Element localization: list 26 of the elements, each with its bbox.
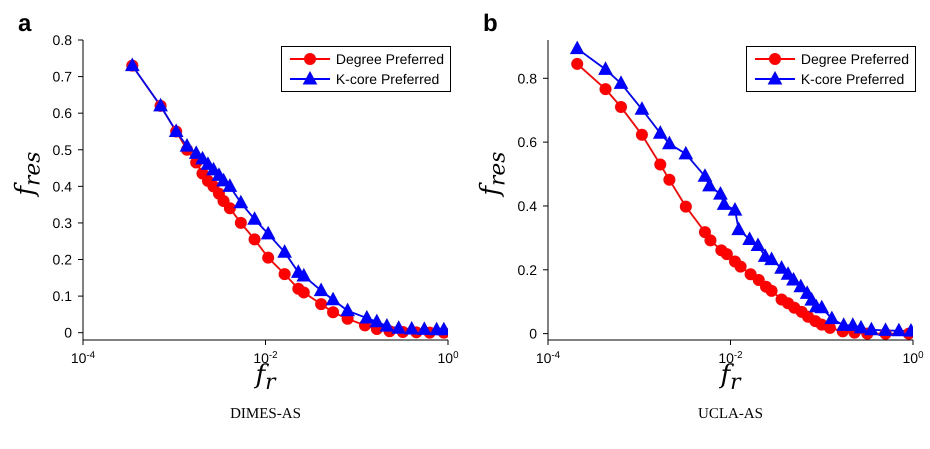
y-tick-label: 0: [529, 326, 538, 342]
y-tick-label: 0.4: [518, 198, 538, 214]
y-tick-label: 0.2: [518, 262, 538, 278]
chart-title: a: [18, 10, 32, 38]
y-tick-label: 0.1: [52, 288, 72, 304]
legend-label: K-core Preferred: [336, 71, 440, 87]
y-tick-label: 0: [64, 324, 72, 341]
chart-title: b: [483, 10, 498, 38]
text: UCLA-AS: [696, 406, 764, 423]
y-tick-label: 0.8: [52, 32, 72, 48]
y-tick-label: 0.7: [52, 68, 72, 85]
text: DIMES-AS: [229, 406, 302, 423]
x-tick-label: 10$^{0}$: [902, 350, 924, 366]
legend-label: K-core Preferred: [800, 71, 904, 87]
y-tick-label: 0.8: [518, 70, 538, 86]
y-tick-label: 0.5: [52, 142, 72, 158]
x-tick-label: 10$^{-4}$: [70, 350, 96, 366]
y-tick-label: 0.6: [52, 105, 72, 122]
y-tick-label: 0.3: [52, 214, 72, 231]
legend-label: Degree Preferred: [336, 51, 444, 67]
y-tick-label: 0.4: [52, 178, 72, 194]
x-tick-label: 10$^{-4}$: [536, 350, 561, 366]
x-tick-label: 10$^{0}$: [437, 350, 460, 366]
y-tick-label: 0.6: [518, 134, 538, 150]
y-tick-label: 0.2: [52, 252, 72, 268]
legend-label: Degree Preferred: [800, 51, 909, 67]
